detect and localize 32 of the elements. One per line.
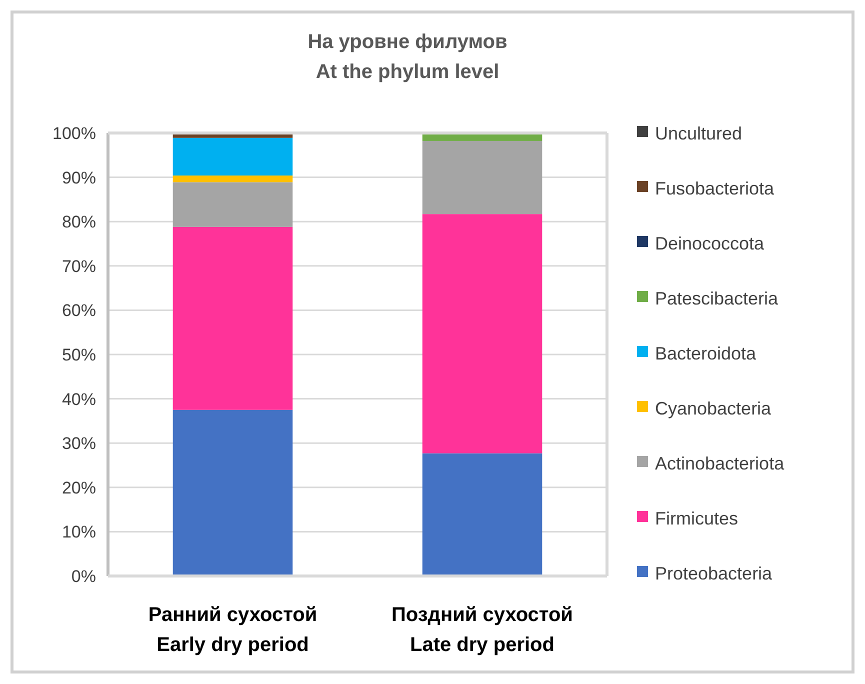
x-tick-label: Ранний сухостой Early dry period [148, 604, 318, 656]
y-tick-label: 60% [62, 301, 96, 320]
y-tick-label: 40% [62, 390, 96, 409]
legend-label: Patescibacteria [655, 288, 780, 308]
y-tick-label: 10% [62, 522, 96, 542]
chart-subtitle: At the phylum level [316, 61, 500, 83]
y-tick-label: 100% [52, 124, 96, 143]
y-tick-label: 50% [62, 345, 96, 364]
bar [422, 214, 542, 454]
y-tick-label: 30% [62, 434, 96, 454]
bar [172, 410, 293, 576]
bar [172, 138, 293, 176]
legend-label: Cyanobacteria [655, 398, 772, 418]
y-tick-label: 80% [62, 212, 96, 232]
bar [172, 226, 293, 410]
y-tick-label: 90% [62, 168, 96, 188]
legend-label: Deinococcota [655, 233, 766, 254]
legend-label: Actinobacteriota [655, 453, 786, 474]
bar [172, 182, 293, 227]
legend-label: Firmicutes [655, 508, 738, 528]
chart-title: На уровне филумов [308, 31, 508, 53]
legend-label: Proteobacteria [655, 563, 774, 584]
legend-label: Fusobacteriota [655, 178, 776, 198]
bar [172, 176, 293, 182]
legend-label: Bacteroidota [655, 343, 758, 364]
bar [422, 453, 542, 576]
bar [422, 140, 542, 214]
legend-label: Uncultured [655, 123, 742, 144]
x-tick-label: Поздний сухостой Late dry period [392, 604, 573, 656]
y-tick-label: 70% [62, 256, 96, 276]
y-tick-label: 0% [71, 566, 96, 586]
y-tick-label: 20% [62, 478, 96, 498]
